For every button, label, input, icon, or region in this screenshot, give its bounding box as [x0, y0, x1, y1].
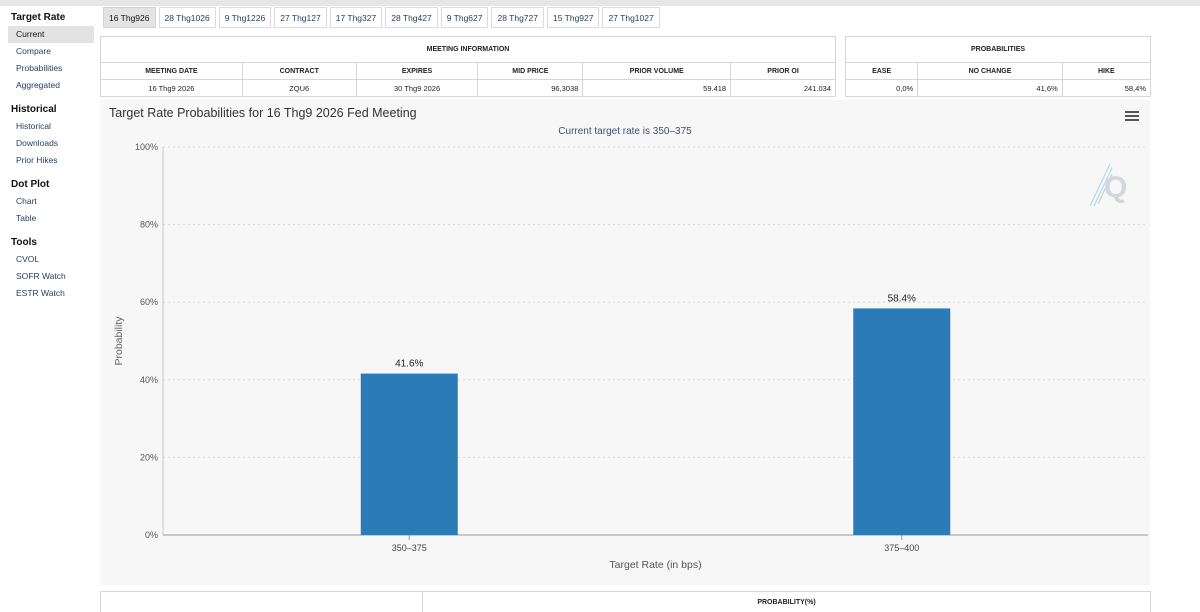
tab-meeting[interactable]: 28 Thg1026 [158, 7, 216, 28]
sidebar-item-historical[interactable]: Historical [16, 121, 51, 131]
sidebar-item-downloads[interactable]: Downloads [16, 138, 59, 148]
tab-meeting[interactable]: 15 Thg927 [546, 7, 600, 28]
ease-cell: 0,0% [844, 79, 919, 97]
sidebar-item-table[interactable]: Table [16, 213, 37, 223]
prior-oi-cell: 241.034 [730, 79, 836, 97]
x-tick-label: 375–400 [884, 543, 919, 553]
sidebar-item-chart[interactable]: Chart [16, 196, 37, 206]
sidebar-item-sofr-watch[interactable]: SOFR Watch [16, 271, 66, 281]
sidebar-item-prior-hikes[interactable]: Prior Hikes [16, 155, 58, 165]
meeting-date-cell: 16 Thg9 2026 [100, 79, 243, 97]
section-title-historical: Historical [11, 104, 57, 115]
sidebar: Target Rate Current Compare Probabilitie… [8, 10, 94, 302]
column-header: CONTRACT [241, 62, 357, 80]
probabilities-header: PROBABILITIES [845, 36, 1151, 63]
sidebar-item-aggregated[interactable]: Aggregated [16, 80, 60, 90]
mid-price-cell: 96,3038 [477, 79, 584, 97]
tab-meeting[interactable]: 27 Thg127 [274, 7, 327, 28]
data-label: 58.4% [888, 293, 916, 304]
column-header: MEETING DATE [100, 62, 243, 80]
top-border [0, 0, 1200, 6]
no-change-cell: 41,6% [917, 79, 1063, 97]
section-title-tools: Tools [11, 237, 37, 248]
q-logo-icon: Q [1089, 163, 1127, 207]
hike-cell: 58,4% [1061, 79, 1152, 97]
prior-volume-cell: 59.418 [582, 79, 732, 97]
tab-meeting[interactable]: 9 Thg627 [440, 7, 489, 28]
x-tick-label: 350–375 [392, 543, 427, 553]
column-header: EXPIRES [355, 62, 479, 80]
section-title-dot-plot: Dot Plot [11, 179, 50, 190]
bar [853, 308, 951, 535]
expires-cell: 30 Thg9 2026 [355, 79, 479, 97]
table-row: 0,0% 41,6% 58,4% [844, 79, 1152, 97]
tab-meeting[interactable]: 16 Thg926 [103, 7, 156, 28]
y-tick-label: 0% [145, 530, 158, 540]
column-header: HIKE [1061, 62, 1152, 80]
y-axis-label: Probability [113, 316, 125, 366]
contract-cell: ZQU6 [241, 79, 357, 97]
y-tick-label: 40% [140, 375, 158, 385]
sidebar-item-probabilities[interactable]: Probabilities [16, 63, 63, 73]
column-header: MID PRICE [477, 62, 584, 80]
probability-header: PROBABILITY(%) [757, 599, 816, 606]
tab-meeting[interactable]: 9 Thg1226 [218, 7, 272, 28]
y-tick-label: 20% [140, 452, 158, 462]
tab-meeting[interactable]: 28 Thg427 [385, 7, 438, 28]
column-header: PRIOR OI [730, 62, 836, 80]
sidebar-item-current[interactable]: Current [8, 26, 94, 43]
bar [360, 373, 458, 535]
chart-subtitle: Current target rate is 350–375 [558, 126, 692, 137]
sidebar-item-compare[interactable]: Compare [16, 46, 51, 56]
hamburger-menu-icon[interactable] [1125, 111, 1139, 121]
table-cell [101, 592, 423, 612]
meeting-information-table: MEETING INFORMATION MEETING DATE CONTRAC… [100, 36, 836, 97]
svg-text:Q: Q [1104, 171, 1127, 204]
y-tick-label: 60% [140, 297, 158, 307]
chart-title: Target Rate Probabilities for 16 Thg9 20… [109, 106, 417, 120]
table-row: 16 Thg9 2026 ZQU6 30 Thg9 2026 96,3038 5… [100, 79, 836, 97]
section-title-target-rate: Target Rate [11, 12, 66, 23]
x-axis-label: Target Rate (in bps) [609, 559, 701, 571]
probabilities-table: PROBABILITIES EASE NO CHANGE HIKE 0,0% 4… [844, 36, 1152, 97]
chart-panel: 0% 20% 40% 60% 80% 100% Probability 41.6% 350–37… [100, 100, 1150, 585]
data-label: 41.6% [395, 359, 423, 370]
sidebar-item-estr-watch[interactable]: ESTR Watch [16, 288, 65, 298]
probability-bar-chart: 0% 20% 40% 60% 80% 100% Probability 41.6% 350–37… [113, 142, 1148, 571]
probability-table: PROBABILITY(%) [100, 591, 1151, 612]
column-header: PRIOR VOLUME [582, 62, 732, 80]
column-header: NO CHANGE [917, 62, 1063, 80]
y-tick-label: 100% [135, 142, 158, 152]
meeting-information-header: MEETING INFORMATION [100, 36, 836, 63]
sidebar-item-cvol[interactable]: CVOL [16, 254, 40, 264]
meeting-tabs: 16 Thg926 28 Thg1026 9 Thg1226 27 Thg127… [103, 7, 660, 28]
column-header: EASE [844, 62, 919, 80]
tab-meeting[interactable]: 28 Thg727 [491, 7, 544, 28]
y-tick-label: 80% [140, 220, 158, 230]
tab-meeting[interactable]: 27 Thg1027 [602, 7, 660, 28]
tab-meeting[interactable]: 17 Thg327 [329, 7, 383, 28]
